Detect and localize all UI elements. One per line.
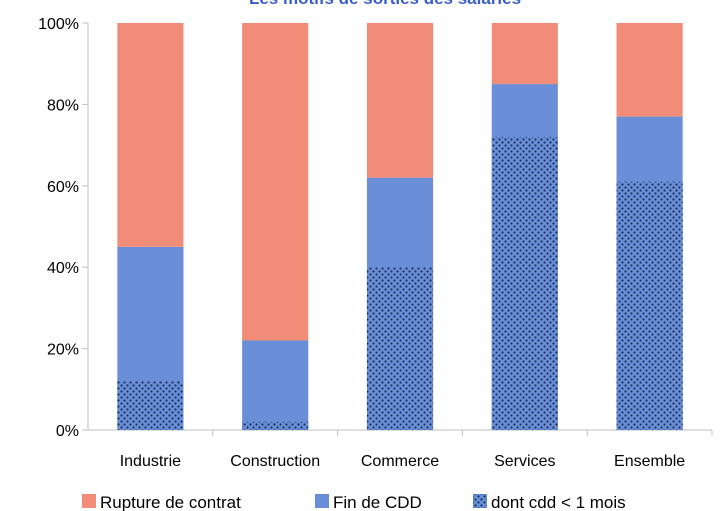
legend-swatch-cdd-1mois <box>473 494 487 508</box>
legend-label-fin-cdd: Fin de CDD <box>333 493 422 511</box>
legend-label-rupture: Rupture de contrat <box>100 493 241 511</box>
x-tick-label: Services <box>494 453 555 470</box>
y-tick-label: 0% <box>56 423 79 440</box>
bar-fin-de-cdd <box>242 340 309 430</box>
chart-title: Les motifs de sorties des salariés <box>249 0 521 8</box>
x-tick-label: Ensemble <box>614 453 685 470</box>
bar-rupture-de-contrat <box>117 23 184 247</box>
bar-cdd-moins-1-mois <box>616 181 683 430</box>
x-axis-labels: Industrie Construction Commerce Services Ens… <box>120 453 686 470</box>
bar-rupture-de-contrat <box>366 23 434 178</box>
bar-cdd-moins-1-mois <box>242 421 309 430</box>
y-tick-label: 80% <box>47 97 79 114</box>
bars <box>117 23 683 431</box>
x-tick-label: Construction <box>230 453 320 470</box>
legend-swatch-fin-cdd <box>315 494 329 508</box>
bar-rupture-de-contrat <box>491 23 558 85</box>
legend: Rupture de contrat Fin de CDD dont cdd <… <box>82 493 626 511</box>
bar-cdd-moins-1-mois <box>117 381 184 430</box>
x-tick-label: Commerce <box>361 453 439 470</box>
legend-swatch-rupture <box>82 494 96 508</box>
x-tick-label: Industrie <box>120 453 181 470</box>
bar-cdd-moins-1-mois <box>491 136 558 430</box>
y-tick-label: 40% <box>47 260 79 277</box>
legend-label-cdd-1mois: dont cdd < 1 mois <box>491 493 626 511</box>
y-tick-label: 60% <box>47 179 79 196</box>
bar-rupture-de-contrat <box>242 23 309 341</box>
y-tick-label: 100% <box>38 16 79 33</box>
y-tick-label: 20% <box>47 342 79 359</box>
bar-cdd-moins-1-mois <box>366 267 434 430</box>
bar-rupture-de-contrat <box>616 23 683 117</box>
